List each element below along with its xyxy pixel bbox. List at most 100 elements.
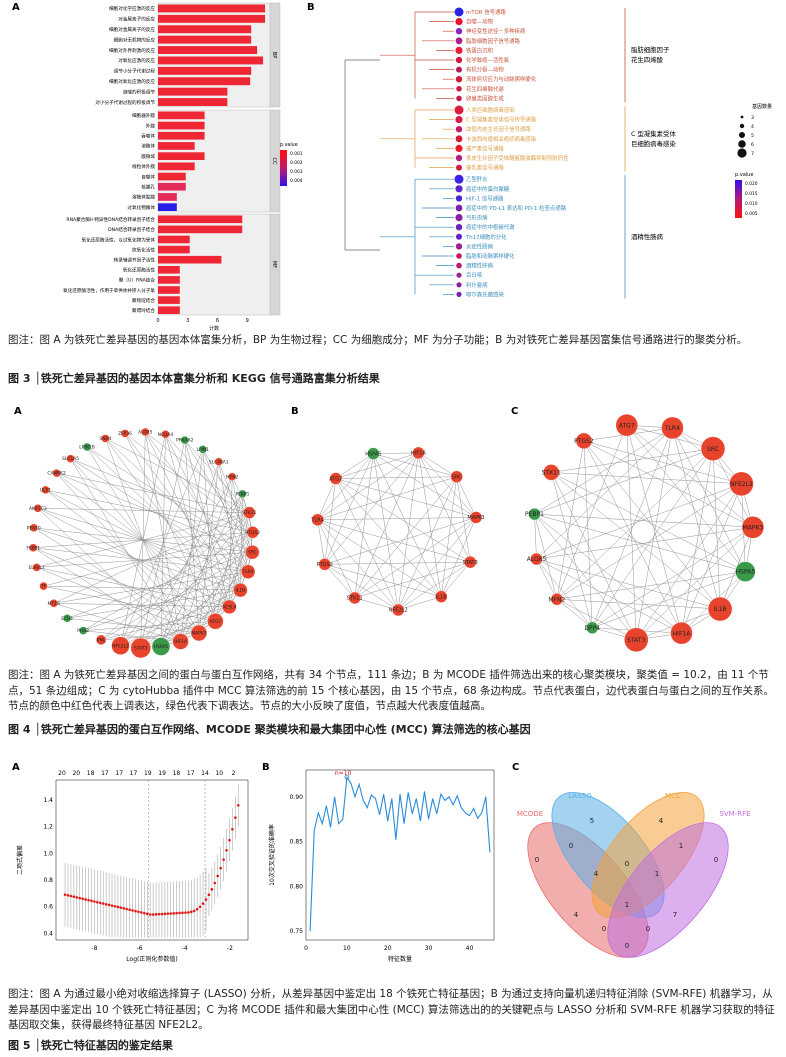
kegg-tree-trunk xyxy=(380,110,416,168)
network-edge xyxy=(56,472,250,513)
pvalue-legend-title: p.value xyxy=(280,142,298,148)
panel-label-c: C xyxy=(511,406,518,417)
lasso-point xyxy=(213,881,217,885)
network-edge xyxy=(37,508,181,642)
lasso-point xyxy=(81,897,84,901)
fig3-caption: 图注：图 A 为铁死亡差异基因的基因本体富集分析，BP 为生物过程；CC 为细胞… xyxy=(8,334,748,346)
go-bar xyxy=(158,193,177,201)
network-edge xyxy=(215,493,243,622)
svm-ytick: 0.75 xyxy=(290,928,304,935)
network-edge xyxy=(373,452,419,454)
kegg-pathway-label: 催产素信号通路 xyxy=(466,144,504,152)
venn-diagram: C MCODE LASSO MCC SVM-RFE 0 5 4 0 0 0 1 4 1 4 1 7 0 0 0 xyxy=(512,762,751,958)
network-edge xyxy=(86,446,241,591)
network-edge xyxy=(556,571,746,600)
network-edge xyxy=(556,448,714,600)
network-node-label: MT1G xyxy=(48,601,61,607)
network-node-label: PEBP1 xyxy=(525,511,544,518)
go-group-label: BP xyxy=(271,52,277,58)
lasso-point xyxy=(184,911,187,914)
network-edge xyxy=(70,458,181,642)
network-node-label: TLR4 xyxy=(310,518,324,524)
lasso-point xyxy=(107,903,111,907)
venn-set-label: MCC xyxy=(665,792,681,800)
lasso-point xyxy=(66,894,70,897)
network-node xyxy=(243,506,256,519)
network-edge xyxy=(534,513,746,572)
go-term-label: 核膜孔 xyxy=(141,184,155,191)
go-term-label: 抗氧化活性 xyxy=(132,246,155,253)
network-edge xyxy=(335,478,399,611)
network-edge xyxy=(556,599,637,640)
lasso-point xyxy=(90,899,93,903)
network-edge xyxy=(140,440,186,649)
kegg-node xyxy=(454,7,464,17)
network-node xyxy=(95,634,107,646)
network-edge xyxy=(124,433,241,591)
kegg-node xyxy=(456,262,462,269)
network-edge xyxy=(101,606,230,641)
go-term-label: 膜微域 xyxy=(141,153,155,160)
network-node-label: LPIN1 xyxy=(197,447,210,453)
go-bar xyxy=(158,286,180,294)
kegg-pathway-label: mTOR 信号通路 xyxy=(466,8,506,16)
network-edge xyxy=(373,453,477,518)
lasso-point xyxy=(93,900,96,903)
network-edge xyxy=(551,472,746,572)
lasso-point xyxy=(69,894,73,898)
network-edge xyxy=(43,585,216,622)
go-xtick: 9 xyxy=(246,318,249,324)
pvalue-tick: 0.003 xyxy=(290,169,303,175)
go-bar xyxy=(158,121,205,130)
network-edge xyxy=(354,452,419,599)
go-bar xyxy=(158,77,251,86)
network-edge xyxy=(145,431,181,642)
kegg-pvalue-tick: 0.015 xyxy=(745,191,758,197)
fig5-caption: 图注：图 A 为通过最小绝对收缩选择算子 (LASSO) 分析，从差异基因中鉴定… xyxy=(8,988,775,1031)
venn-region-count: 0 xyxy=(535,856,539,864)
network-node-label: FKBP1 xyxy=(26,545,40,551)
network-node xyxy=(741,516,765,539)
lasso-point xyxy=(172,912,175,915)
network-edge xyxy=(397,476,457,611)
lasso-ylabel: 二项式偏差 xyxy=(16,845,24,875)
network-edge xyxy=(626,425,746,572)
network-edge xyxy=(534,513,753,528)
network-edge xyxy=(556,425,627,600)
go-bar xyxy=(158,203,177,211)
network-node-label: IL1B xyxy=(714,606,727,613)
network-edge xyxy=(105,438,250,513)
network-node xyxy=(670,621,693,645)
go-bar xyxy=(158,14,266,23)
network-node-label: HSPA5 xyxy=(365,451,381,457)
network-edge xyxy=(456,476,471,563)
network-node-label: ACSL4 xyxy=(222,604,236,610)
network-edge xyxy=(583,440,721,610)
network-node-label: SLC1A5 xyxy=(62,456,79,462)
network-node-label: NFE2L2 xyxy=(389,608,408,614)
kegg-pathway-label: 耶尔森氏菌感染 xyxy=(466,290,504,298)
network-edge xyxy=(536,558,558,600)
lasso-point xyxy=(169,912,173,915)
lasso-point xyxy=(131,909,134,912)
kegg-node xyxy=(456,66,462,73)
network-node-label: MFN2 xyxy=(548,596,565,603)
network-node-label: NFE2L2 xyxy=(112,643,129,649)
network-node xyxy=(367,447,380,460)
kegg-node xyxy=(455,28,463,35)
lasso-xtick: -8 xyxy=(91,945,97,952)
go-term-label: 对金属离子的反应 xyxy=(118,16,155,23)
lasso-point xyxy=(63,893,67,896)
network-edge xyxy=(160,434,166,647)
kegg-pathway-label: 铁蛋白沉积 xyxy=(466,46,494,54)
network-node-label: ALOX5 xyxy=(138,430,152,436)
lasso-top-tick: 19 xyxy=(158,770,166,777)
go-term-label: 转录辅调节因子活性 xyxy=(114,256,156,263)
venn-region-count: 5 xyxy=(590,817,594,825)
kegg-node xyxy=(456,95,462,102)
lasso-point xyxy=(72,895,76,899)
lasso-top-tick: 10 xyxy=(215,770,223,777)
go-strip xyxy=(269,2,281,108)
go-xtick: 3 xyxy=(186,318,189,324)
network-edge xyxy=(165,434,253,533)
